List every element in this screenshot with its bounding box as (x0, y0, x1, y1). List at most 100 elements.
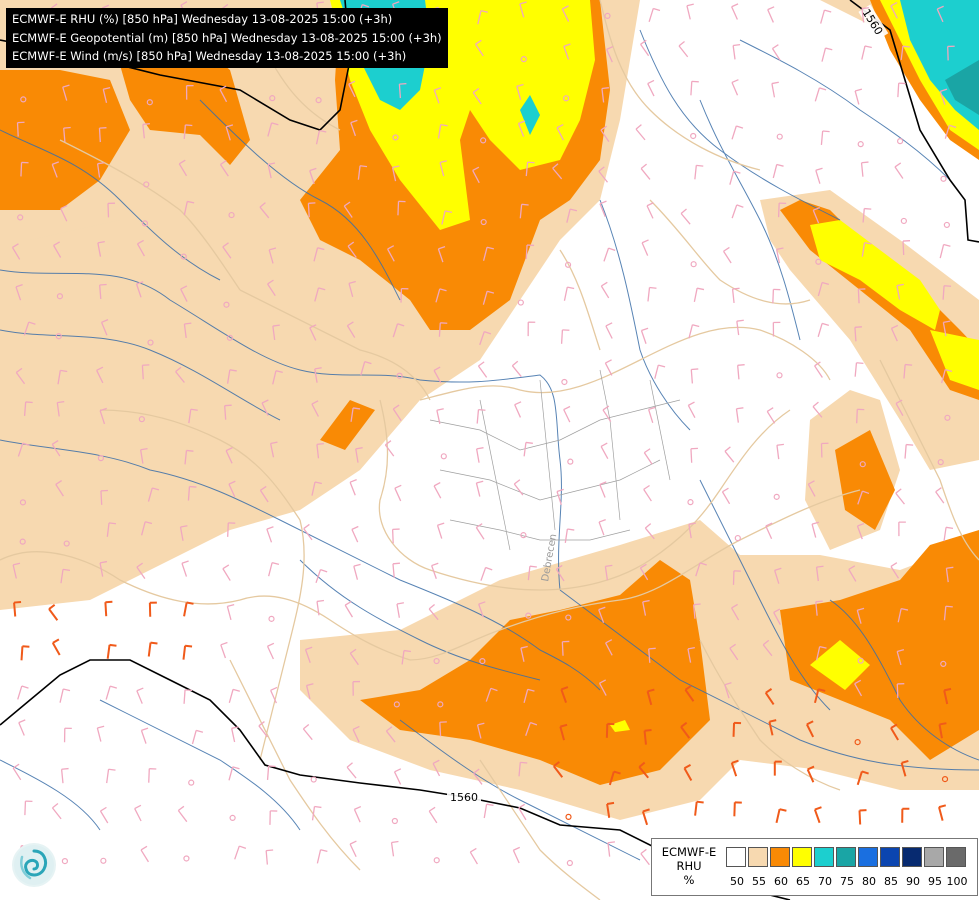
wind-barb (268, 615, 275, 622)
wind-barb (183, 855, 190, 862)
rhu-legend: ECMWF-E RHU % 50 55 60 65 70 75 80 85 90 95 100 (651, 838, 978, 896)
wind-barb (527, 321, 536, 337)
wind-barb (641, 808, 650, 826)
wind-barb (315, 568, 328, 584)
wind-barb (766, 407, 776, 424)
wind-barb (61, 858, 69, 865)
wind-barb (902, 240, 911, 256)
wind-barb (223, 301, 230, 308)
wind-barb (51, 638, 61, 656)
wind-barb (140, 845, 149, 863)
wind-barb (774, 567, 782, 584)
wind-barb (20, 96, 27, 103)
wind-barb (55, 480, 64, 497)
wind-barb (690, 80, 699, 96)
wind-barb (17, 442, 30, 457)
wind-barb (644, 523, 655, 540)
wind-barb (890, 723, 899, 741)
wind-barb (772, 321, 781, 337)
wind-barb (856, 607, 865, 624)
wind-barb (394, 484, 402, 502)
wind-barb (938, 722, 947, 739)
wind-barb (600, 442, 609, 460)
wind-barb (140, 727, 149, 744)
wind-barb (940, 660, 947, 667)
wind-barb (811, 521, 820, 538)
ecmwf-swirl-icon (12, 843, 56, 887)
wind-barb (687, 401, 696, 419)
wind-barb (352, 680, 361, 696)
wind-barb (731, 603, 740, 621)
wind-barb (188, 408, 198, 424)
wind-barb (353, 563, 361, 580)
wind-barb (520, 645, 528, 662)
wind-barb (191, 729, 204, 745)
wind-barb (857, 657, 864, 664)
wind-barb (861, 45, 872, 60)
wind-barb (768, 719, 777, 736)
wind-barb (96, 725, 105, 742)
wind-barb (53, 241, 62, 258)
wind-barb (567, 458, 574, 465)
wind-barb (265, 849, 274, 865)
wind-barb (943, 687, 952, 705)
wind-barb (63, 540, 70, 547)
wind-barb (147, 487, 160, 502)
wind-barb (732, 43, 741, 60)
wind-barb (304, 646, 313, 663)
wind-barb (520, 56, 527, 63)
wind-barb (943, 221, 950, 229)
wind-barb (857, 141, 864, 148)
wind-barb (854, 739, 861, 746)
wind-barb (305, 683, 314, 700)
wind-barb (806, 765, 815, 783)
wind-barb (732, 570, 741, 585)
wind-barb (476, 408, 486, 424)
wind-barb (601, 87, 609, 103)
wind-barb (604, 359, 613, 376)
wind-barb (391, 528, 400, 544)
wind-barb (560, 686, 569, 703)
wind-barb (11, 243, 21, 260)
wind-barb (806, 720, 815, 738)
wind-barb (441, 210, 453, 225)
wind-barb (225, 124, 234, 141)
wind-barb (734, 534, 741, 542)
county-borders (429, 369, 681, 551)
wind-barb (224, 404, 232, 420)
wind-barb (19, 538, 26, 545)
wind-barb (525, 721, 538, 736)
wind-barb (900, 45, 910, 61)
wind-barb (472, 166, 480, 184)
wind-barb (480, 566, 493, 581)
wind-barb (141, 220, 149, 227)
wind-barb (519, 203, 529, 219)
wind-barb (219, 160, 229, 177)
wind-barb (896, 648, 905, 666)
wind-barb (807, 480, 816, 497)
wind-barb (732, 721, 742, 737)
wind-barb (99, 283, 107, 300)
wind-barb (482, 290, 495, 305)
wind-barb (941, 776, 949, 783)
wind-barb (393, 701, 400, 708)
wind-barb (350, 407, 361, 422)
wind-barb (517, 120, 526, 137)
wind-barb (20, 161, 29, 177)
wind-barb (525, 244, 535, 260)
wind-barb (96, 162, 105, 178)
wind-barb (605, 722, 615, 738)
wind-barb (731, 204, 744, 219)
wind-barb (60, 568, 71, 584)
wind-barb (227, 522, 236, 537)
contour-label-group: 1560 1560 (447, 4, 889, 804)
wind-barb (349, 479, 357, 496)
legend-tick: 75 (840, 875, 854, 888)
rivers (0, 29, 979, 861)
wind-barb (638, 761, 649, 779)
wind-barb (259, 485, 269, 503)
wind-barb (24, 800, 33, 816)
wind-barb (23, 321, 36, 336)
wind-barb (183, 200, 195, 216)
